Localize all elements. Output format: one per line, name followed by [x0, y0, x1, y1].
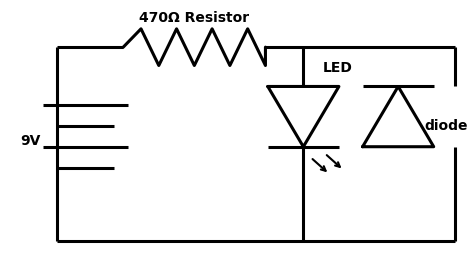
- Text: diode: diode: [424, 119, 468, 133]
- Text: LED: LED: [322, 61, 352, 75]
- Text: 9V: 9V: [21, 134, 41, 149]
- Text: 470Ω Resistor: 470Ω Resistor: [139, 11, 249, 25]
